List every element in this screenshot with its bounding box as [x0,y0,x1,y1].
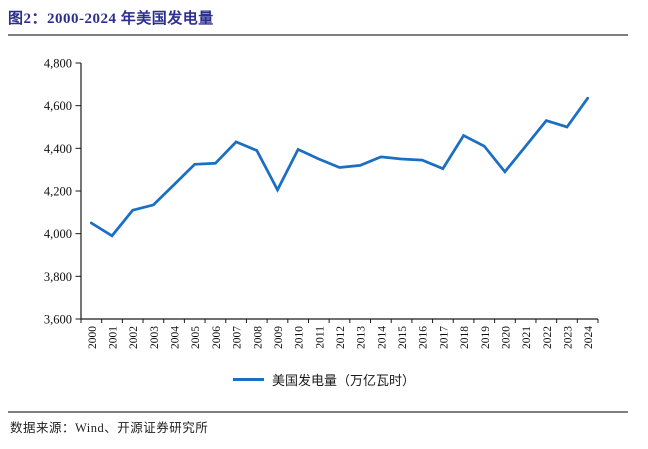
x-axis-label: 2006 [211,326,223,349]
x-axis-label: 2015 [397,326,409,349]
legend-label: 美国发电量（万亿瓦时） [271,372,415,388]
y-axis-label: 4,200 [44,185,72,199]
x-axis-label: 2014 [376,326,388,349]
x-axis-label: 2004 [170,326,182,349]
y-axis-label: 3,800 [44,270,72,284]
y-axis-label: 3,600 [44,313,72,327]
x-axis-label: 2018 [459,326,471,349]
x-axis-label: 2019 [480,326,492,349]
chart-legend: 美国发电量（万亿瓦时） [0,370,648,388]
x-axis-label: 2005 [190,326,202,349]
x-axis-label: 2001 [108,326,120,349]
title-divider [8,34,628,36]
y-axis-label: 4,400 [44,142,72,156]
series-line [89,96,590,238]
x-axis-label: 2013 [356,326,368,349]
x-axis-label: 2011 [314,326,326,349]
legend-line-swatch [232,377,264,381]
y-axis-label: 4,600 [44,99,72,113]
x-axis-label: 2003 [149,326,161,349]
x-axis-label: 2017 [438,326,450,349]
x-axis-label: 2007 [232,326,244,349]
chart-canvas: 3,600 3,800 4,000 4,200 4,400 4,600 4,800 2000 2… [44,57,599,349]
x-axis-label: 2024 [583,326,595,349]
x-axis-label: 2000 [87,326,99,349]
x-axis-label: 2023 [562,326,574,349]
x-axis-label: 2008 [252,326,264,349]
y-axis-label: 4,800 [44,57,72,71]
line-chart: 3,600 3,800 4,000 4,200 4,400 4,600 4,800 2000 2… [0,40,648,365]
x-axis-label: 2002 [128,326,140,349]
x-axis-label: 2009 [273,326,285,349]
x-axis-label: 2021 [521,326,533,349]
x-axis-label: 2020 [500,326,512,349]
data-source: 数据来源：Wind、开源证券研究所 [10,421,209,435]
y-axis-label: 4,000 [44,227,72,241]
footer-divider [8,411,628,413]
x-axis-label: 2010 [294,326,306,349]
x-axis-label: 2016 [418,326,430,349]
figure-title: 图2：2000-2024 年美国发电量 [8,11,214,27]
x-axis-label: 2022 [542,326,554,349]
x-axis-label: 2012 [335,326,347,349]
